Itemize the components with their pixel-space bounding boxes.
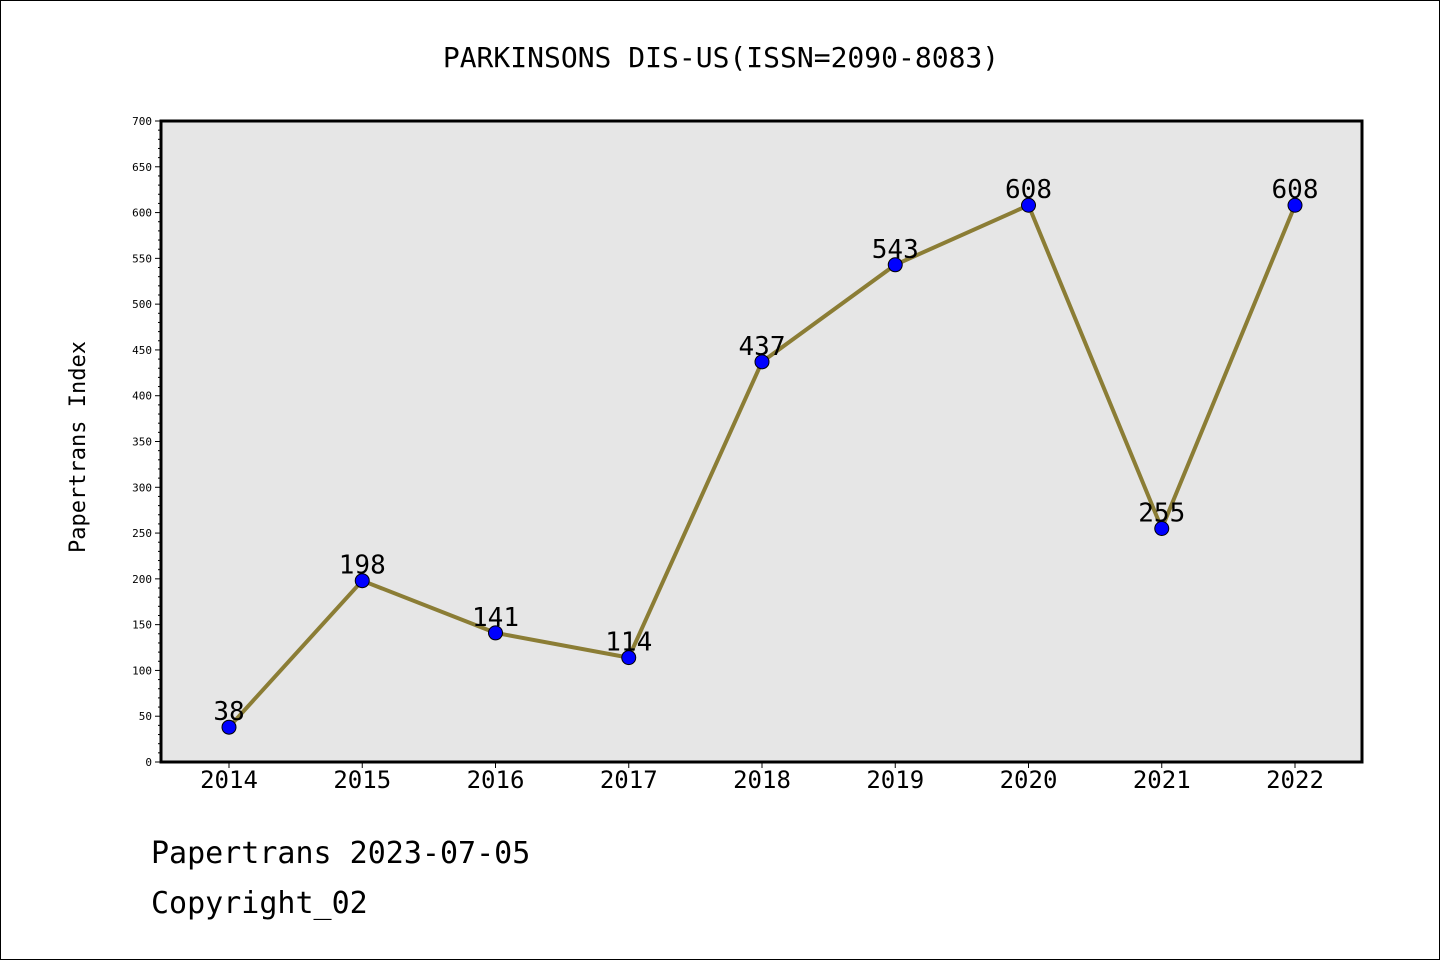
data-point xyxy=(354,573,370,589)
y-axis: 0 50 100 150 200 250 300 350 400 450 500 550 600 650 7… xyxy=(132,115,161,769)
data-label: 141 xyxy=(472,603,519,633)
y-axis-label: Papertrans Index xyxy=(66,341,91,553)
y-tick-label: 350 xyxy=(132,436,152,449)
x-tick-label: 2016 xyxy=(467,766,525,794)
data-label: 38 xyxy=(213,697,244,727)
data-point xyxy=(621,650,637,666)
y-tick-label: 450 xyxy=(132,344,152,357)
y-tick-label: 300 xyxy=(132,481,152,494)
data-point xyxy=(1287,197,1303,213)
data-label: 437 xyxy=(739,332,786,362)
y-tick-label: 100 xyxy=(132,664,152,677)
y-tick-label: 400 xyxy=(132,390,152,403)
data-label: 114 xyxy=(605,628,652,658)
data-point xyxy=(221,719,237,735)
data-point xyxy=(754,354,770,370)
x-tick-label: 2020 xyxy=(1000,766,1058,794)
series-group xyxy=(221,197,1303,735)
x-tick-label: 2018 xyxy=(733,766,791,794)
data-label: 608 xyxy=(1005,175,1052,205)
data-labels: 38 198 141 114 437 543 608 255 608 xyxy=(213,175,1318,727)
y-tick-label: 250 xyxy=(132,527,152,540)
y-tick-label: 0 xyxy=(145,756,152,769)
data-point xyxy=(1154,520,1170,536)
data-point xyxy=(887,257,903,273)
chart-title: PARKINSONS DIS-US(ISSN=2090-8083) xyxy=(443,41,999,74)
x-tick-label: 2014 xyxy=(200,766,258,794)
plot-area xyxy=(159,119,1364,764)
data-point xyxy=(1021,197,1036,213)
x-tick-label: 2019 xyxy=(866,766,924,794)
x-tick-label: 2017 xyxy=(600,766,658,794)
footer-date: Papertrans 2023-07-05 xyxy=(151,836,531,871)
x-tick-label: 2015 xyxy=(333,766,391,794)
footer-copyright: Copyright_02 xyxy=(151,886,368,921)
y-tick-label: 150 xyxy=(132,619,152,632)
y-tick-label: 600 xyxy=(132,207,152,220)
data-point xyxy=(488,625,503,641)
data-label: 255 xyxy=(1138,498,1185,528)
x-tick-label: 2021 xyxy=(1133,766,1191,794)
x-tick-label: 2022 xyxy=(1266,766,1324,794)
y-tick-label: 200 xyxy=(132,573,152,586)
y-tick-label: 500 xyxy=(132,298,152,311)
y-tick-label: 550 xyxy=(132,252,152,265)
y-tick-label: 700 xyxy=(132,115,152,128)
data-label: 543 xyxy=(872,235,919,265)
x-axis: 2014 2015 2016 2017 2018 2019 2020 2021 2022 xyxy=(200,762,1324,794)
y-tick-label: 650 xyxy=(132,161,152,174)
y-tick-label: 50 xyxy=(139,710,152,723)
data-label: 608 xyxy=(1272,175,1319,205)
data-label: 198 xyxy=(339,551,386,581)
